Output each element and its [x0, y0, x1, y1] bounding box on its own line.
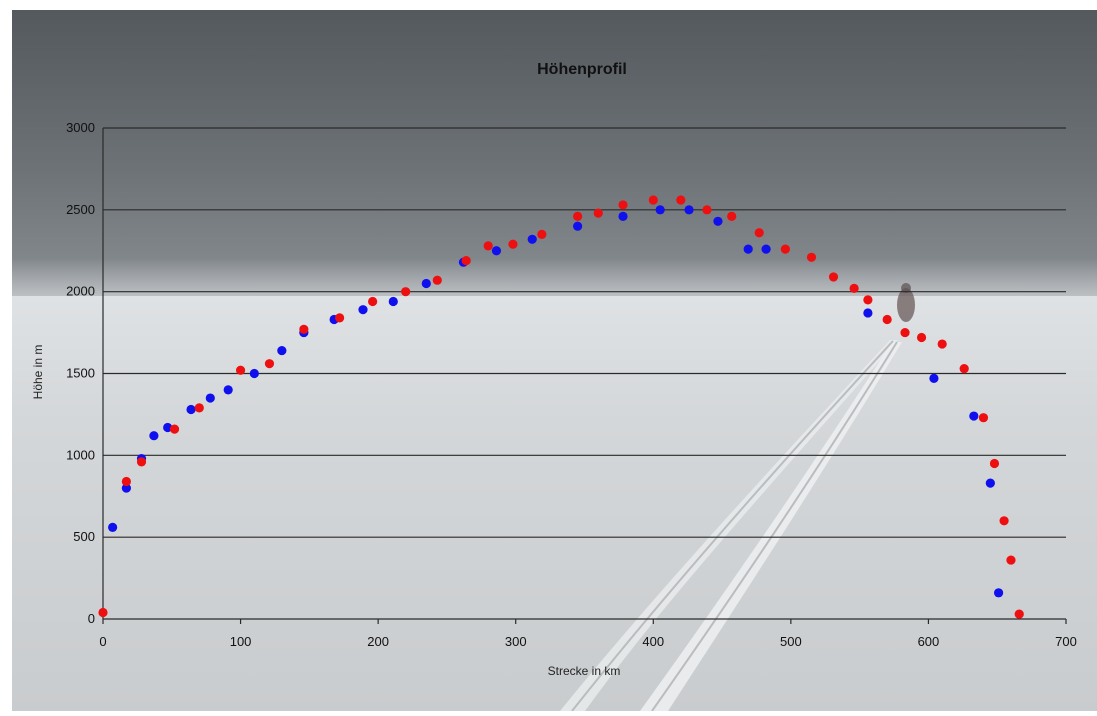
data-point — [863, 308, 873, 318]
data-point — [985, 478, 995, 488]
data-point — [618, 211, 628, 221]
data-point — [702, 205, 712, 215]
axes: 0 500 1000 1500 2000 2500 3000 0 100 200 300 400 500… — [66, 120, 1077, 649]
data-point — [676, 195, 686, 205]
data-point — [401, 287, 411, 297]
y-tick-label: 1500 — [66, 366, 95, 381]
data-point — [121, 476, 131, 487]
data-point — [432, 275, 442, 285]
data-points — [98, 195, 1024, 619]
data-point — [1006, 555, 1016, 565]
data-point — [863, 295, 873, 305]
data-point — [264, 359, 275, 369]
x-tick-label: 200 — [367, 634, 389, 649]
data-point — [421, 278, 431, 289]
data-point — [937, 339, 947, 349]
data-point — [1014, 609, 1024, 619]
data-point — [235, 365, 246, 375]
data-point — [900, 327, 910, 338]
data-point — [761, 244, 771, 254]
data-point — [136, 457, 147, 467]
data-point — [727, 211, 737, 221]
data-point — [754, 228, 764, 238]
data-point — [299, 324, 309, 334]
y-tick-label: 2000 — [66, 284, 95, 299]
data-point — [163, 422, 173, 433]
x-tick-label: 300 — [505, 634, 527, 649]
data-point — [684, 205, 694, 215]
x-tick-label: 100 — [230, 634, 252, 649]
data-point — [929, 373, 939, 384]
x-tick-label: 600 — [918, 634, 940, 649]
y-tick-label: 0 — [88, 611, 95, 626]
data-point — [978, 413, 989, 423]
y-tick-label: 3000 — [66, 120, 95, 135]
data-point — [828, 272, 839, 282]
data-point — [806, 252, 817, 262]
data-point — [713, 216, 723, 226]
chart-title: Höhenprofil — [537, 61, 627, 78]
data-point — [537, 229, 547, 239]
x-tick-label: 400 — [642, 634, 664, 649]
data-point — [223, 385, 233, 395]
data-point — [483, 241, 493, 251]
data-point — [508, 239, 518, 249]
data-point — [249, 368, 259, 379]
data-point — [186, 404, 196, 415]
data-point — [593, 208, 603, 218]
data-point — [149, 431, 159, 441]
data-point — [882, 314, 892, 325]
data-point — [121, 483, 131, 493]
data-point — [277, 345, 287, 356]
data-point — [335, 313, 345, 323]
data-point — [491, 246, 502, 256]
data-point — [368, 296, 378, 307]
data-point — [969, 411, 979, 421]
data-point — [108, 522, 118, 532]
data-point — [999, 516, 1009, 526]
data-point — [618, 200, 628, 210]
x-tick-label: 0 — [99, 634, 106, 649]
data-point — [648, 195, 658, 205]
data-point — [358, 305, 368, 315]
data-point — [573, 221, 583, 231]
y-axis-title: Höhe in m — [31, 345, 45, 400]
data-point — [655, 205, 665, 215]
data-point — [993, 588, 1004, 598]
data-point — [573, 211, 583, 221]
x-axis-title: Strecke in km — [548, 664, 621, 678]
x-tick-label: 500 — [780, 634, 802, 649]
data-point — [527, 234, 537, 244]
grid — [103, 127, 1066, 538]
y-tick-label: 1000 — [66, 447, 95, 462]
x-tick-label: 700 — [1055, 634, 1077, 649]
data-point — [743, 244, 753, 254]
data-point — [194, 403, 204, 413]
data-point — [205, 393, 215, 403]
data-point — [98, 607, 108, 618]
data-point — [461, 255, 471, 266]
data-point — [388, 296, 398, 307]
y-tick-label: 500 — [73, 529, 95, 544]
data-point — [849, 283, 859, 293]
data-point — [959, 363, 969, 374]
data-point — [916, 332, 927, 343]
data-point — [169, 424, 180, 434]
data-point — [780, 244, 790, 254]
y-tick-label: 2500 — [66, 202, 95, 217]
data-point — [989, 458, 1000, 469]
